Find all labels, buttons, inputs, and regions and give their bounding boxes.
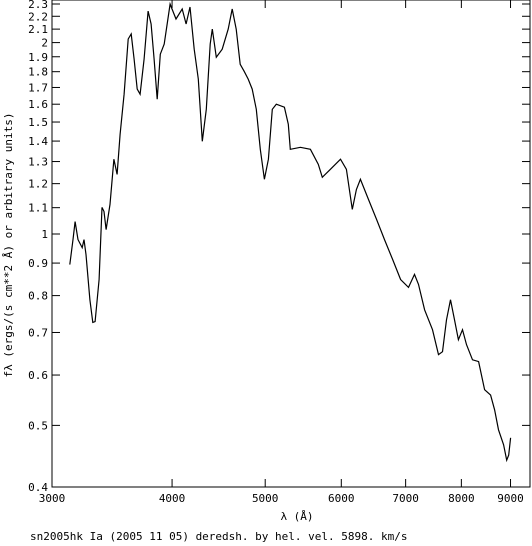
- y-tick-label: 0.7: [28, 326, 48, 339]
- y-tick-label: 0.9: [28, 257, 48, 270]
- y-tick-label: 1.8: [28, 66, 48, 79]
- x-tick-label: 5000: [252, 492, 279, 505]
- y-tick-label: 1.4: [28, 135, 48, 148]
- y-tick-label: 1.9: [28, 51, 48, 64]
- y-tick-label: 2.3: [28, 0, 48, 11]
- y-tick-label: 0.4: [28, 481, 48, 494]
- y-tick-label: 1.2: [28, 178, 48, 191]
- x-tick-label: 7000: [392, 492, 419, 505]
- y-tick-label: 1.6: [28, 98, 48, 111]
- x-tick-label: 3000: [39, 492, 66, 505]
- x-tick-label: 8000: [448, 492, 475, 505]
- y-tick-label: 2: [41, 37, 48, 50]
- x-tick-label: 4000: [159, 492, 186, 505]
- y-tick-label: 2.2: [28, 10, 48, 23]
- x-tick-label: 9000: [497, 492, 524, 505]
- y-axis-label: fλ (ergs/(s cm**2 Å) or arbitrary units): [2, 113, 15, 378]
- y-tick-label: 1.3: [28, 156, 48, 169]
- y-tick-label: 0.5: [28, 419, 48, 432]
- x-axis-label: λ (Å): [280, 510, 313, 523]
- spectrum-line: [69, 1, 512, 463]
- y-tick-label: 1: [41, 228, 48, 241]
- y-tick-label: 1.5: [28, 116, 48, 129]
- x-tick-label: 6000: [328, 492, 355, 505]
- caption: sn2005hk Ia (2005 11 05) deredsh. by hel…: [30, 530, 408, 543]
- y-tick-label: 1.1: [28, 202, 48, 215]
- y-tick-label: 0.6: [28, 369, 48, 382]
- y-tick-label: 1.7: [28, 81, 48, 94]
- y-tick-label: 2.1: [28, 23, 48, 36]
- y-tick-label: 0.8: [28, 290, 48, 303]
- plot-frame: [51, 0, 531, 488]
